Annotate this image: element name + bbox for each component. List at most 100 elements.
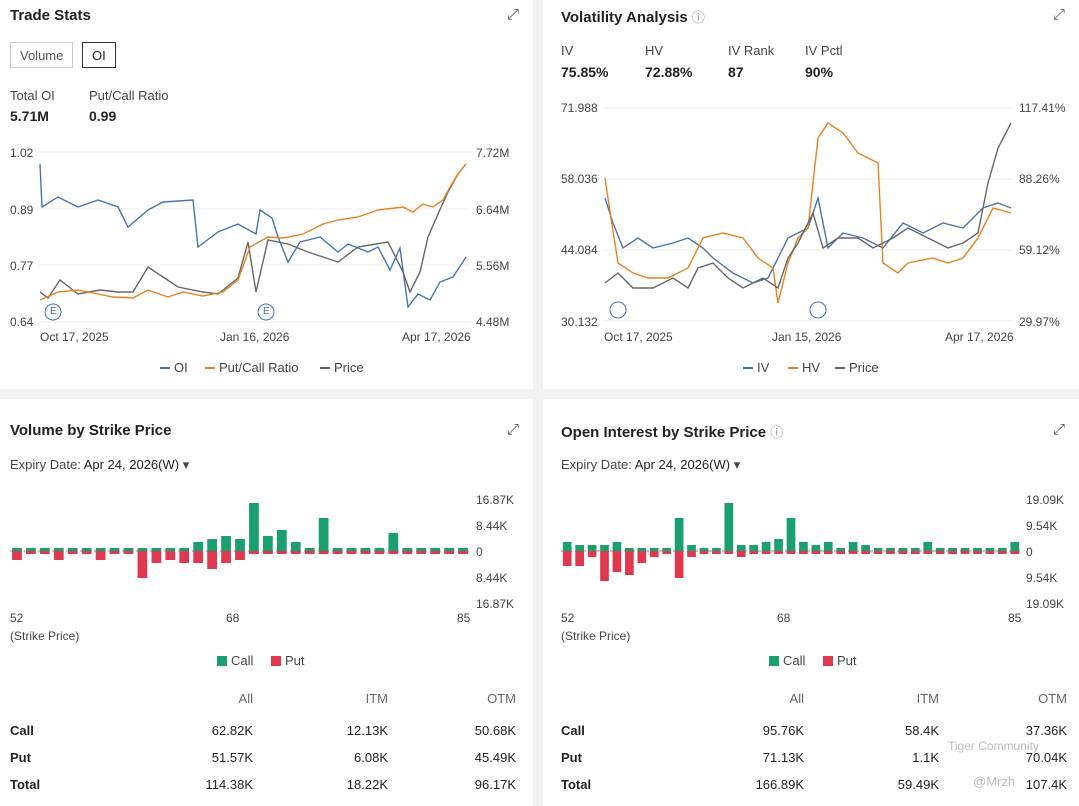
- put-bar[interactable]: [749, 551, 759, 554]
- put-bar[interactable]: [985, 551, 995, 554]
- call-bar[interactable]: [948, 548, 957, 551]
- put-bar[interactable]: [318, 551, 329, 554]
- put-bar[interactable]: [973, 551, 982, 554]
- legend-put[interactable]: Put: [823, 653, 857, 668]
- call-bar[interactable]: [332, 548, 343, 551]
- call-bar[interactable]: [886, 548, 895, 551]
- put-bar[interactable]: [388, 551, 399, 554]
- earnings-marker[interactable]: E: [263, 306, 270, 317]
- put-bar[interactable]: [304, 551, 315, 554]
- put-bar[interactable]: [625, 551, 634, 575]
- put-bar[interactable]: [416, 551, 427, 554]
- call-bar[interactable]: [235, 539, 245, 551]
- put-bar[interactable]: [774, 551, 783, 554]
- call-bar[interactable]: [935, 548, 945, 551]
- put-bar[interactable]: [151, 551, 162, 563]
- call-bar[interactable]: [318, 518, 329, 551]
- call-bar[interactable]: [823, 542, 833, 551]
- legend-call[interactable]: Call: [769, 653, 805, 668]
- put-bar[interactable]: [910, 551, 920, 554]
- call-bar[interactable]: [973, 548, 982, 551]
- put-bar[interactable]: [674, 551, 684, 578]
- call-bar[interactable]: [95, 548, 106, 551]
- put-bar[interactable]: [109, 551, 120, 554]
- tab-volume[interactable]: Volume: [10, 42, 74, 68]
- put-bar[interactable]: [39, 551, 50, 554]
- put-bar[interactable]: [193, 551, 204, 563]
- call-bar[interactable]: [165, 548, 176, 551]
- info-icon[interactable]: ⓘ: [770, 425, 784, 440]
- legend-iv[interactable]: IV: [743, 360, 769, 375]
- call-bar[interactable]: [276, 530, 287, 551]
- put-bar[interactable]: [235, 551, 245, 560]
- legend-price[interactable]: Price: [320, 360, 364, 375]
- put-bar[interactable]: [886, 551, 895, 554]
- put-bar[interactable]: [562, 551, 572, 566]
- put-bar[interactable]: [444, 551, 454, 554]
- put-bar[interactable]: [575, 551, 584, 566]
- call-bar[interactable]: [861, 545, 870, 551]
- put-bar[interactable]: [179, 551, 190, 563]
- put-bar[interactable]: [430, 551, 441, 554]
- call-bar[interactable]: [687, 545, 696, 551]
- put-bar[interactable]: [823, 551, 833, 554]
- put-bar[interactable]: [637, 551, 647, 563]
- call-bar[interactable]: [249, 503, 259, 551]
- call-bar[interactable]: [724, 503, 734, 551]
- call-bar[interactable]: [649, 548, 659, 551]
- call-bar[interactable]: [811, 545, 821, 551]
- put-bar[interactable]: [123, 551, 134, 554]
- expiry-selector[interactable]: Expiry Date: Apr 24, 2026(W) ▾: [561, 457, 741, 472]
- put-bar[interactable]: [458, 551, 468, 554]
- call-bar[interactable]: [430, 548, 441, 551]
- put-bar[interactable]: [736, 551, 746, 557]
- call-bar[interactable]: [712, 548, 721, 551]
- call-bar[interactable]: [612, 542, 622, 551]
- call-bar[interactable]: [662, 548, 672, 551]
- call-bar[interactable]: [179, 548, 190, 551]
- put-bar[interactable]: [95, 551, 106, 560]
- put-bar[interactable]: [960, 551, 970, 554]
- legend-price[interactable]: Price: [835, 360, 879, 375]
- expand-icon[interactable]: ⤢: [1052, 6, 1065, 23]
- put-bar[interactable]: [935, 551, 945, 554]
- call-bar[interactable]: [374, 548, 385, 551]
- call-bar[interactable]: [123, 548, 134, 551]
- call-bar[interactable]: [67, 548, 78, 551]
- call-bar[interactable]: [898, 548, 908, 551]
- expand-icon[interactable]: ⤢: [1052, 421, 1065, 438]
- call-bar[interactable]: [873, 548, 883, 551]
- call-bar[interactable]: [346, 548, 357, 551]
- info-icon[interactable]: ⓘ: [691, 10, 705, 25]
- put-bar[interactable]: [346, 551, 357, 554]
- put-bar[interactable]: [923, 551, 933, 554]
- call-bar[interactable]: [137, 548, 148, 551]
- call-bar[interactable]: [985, 548, 995, 551]
- put-bar[interactable]: [612, 551, 622, 572]
- put-bar[interactable]: [898, 551, 908, 554]
- call-bar[interactable]: [761, 542, 771, 551]
- call-bar[interactable]: [109, 548, 120, 551]
- put-bar[interactable]: [811, 551, 821, 554]
- call-bar[interactable]: [799, 542, 808, 551]
- call-bar[interactable]: [562, 542, 572, 551]
- put-bar[interactable]: [332, 551, 343, 554]
- put-bar[interactable]: [761, 551, 771, 554]
- put-bar[interactable]: [276, 551, 287, 554]
- put-bar[interactable]: [649, 551, 659, 557]
- call-bar[interactable]: [625, 548, 634, 551]
- put-bar[interactable]: [374, 551, 385, 554]
- call-bar[interactable]: [736, 545, 746, 551]
- call-bar[interactable]: [207, 539, 217, 551]
- call-bar[interactable]: [699, 548, 709, 551]
- put-bar[interactable]: [587, 551, 597, 557]
- put-bar[interactable]: [207, 551, 217, 569]
- put-bar[interactable]: [662, 551, 672, 554]
- put-bar[interactable]: [836, 551, 846, 554]
- call-bar[interactable]: [151, 548, 162, 551]
- expiry-selector[interactable]: Expiry Date: Apr 24, 2026(W) ▾: [10, 457, 190, 472]
- put-bar[interactable]: [687, 551, 696, 557]
- call-bar[interactable]: [193, 542, 204, 551]
- call-bar[interactable]: [304, 548, 315, 551]
- call-bar[interactable]: [1010, 542, 1020, 551]
